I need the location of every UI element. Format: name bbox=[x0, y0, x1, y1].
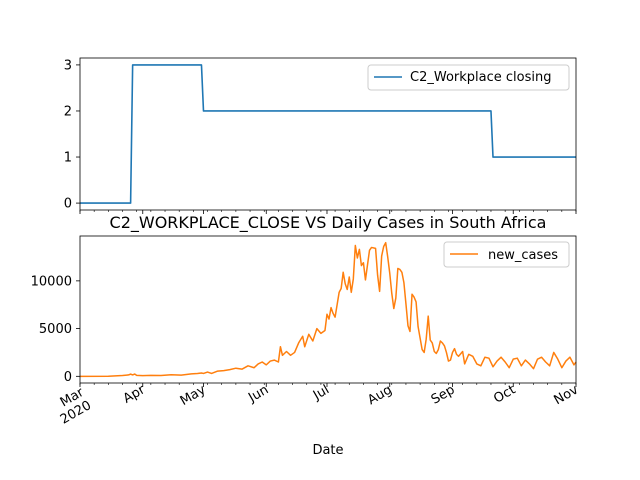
daily-cases-subplot: C2_WORKPLACE_CLOSE VS Daily Cases in Sou… bbox=[31, 213, 582, 458]
workplace-closing-line bbox=[80, 64, 576, 204]
workplace-closing-y-tick-label: 0 bbox=[64, 197, 72, 212]
workplace-closing-y-tick-label: 3 bbox=[64, 58, 72, 73]
daily-cases-y-ticks: 0 5000 10000 bbox=[31, 274, 80, 385]
workplace-closing-legend-box bbox=[367, 64, 570, 91]
workplace-closing-y-tick-label: 2 bbox=[64, 104, 72, 119]
daily-cases-legend-box bbox=[443, 241, 570, 268]
daily-cases-legend-label: new_cases bbox=[488, 248, 558, 263]
daily-cases-chart-title: C2_WORKPLACE_CLOSE VS Daily Cases in Sou… bbox=[110, 213, 547, 233]
workplace-closing-series-layer bbox=[80, 64, 576, 204]
workplace-closing-x-ticks bbox=[79, 210, 577, 214]
daily-cases-y-tick-label: 10000 bbox=[31, 274, 72, 289]
new-cases-series-layer bbox=[79, 241, 577, 378]
daily-cases-x-tick-label: Jul bbox=[310, 382, 332, 403]
x-axis-label: Date bbox=[312, 443, 343, 458]
daily-cases-y-tick-label: 0 bbox=[64, 370, 72, 385]
workplace-closing-subplot: 0 1 2 3 C2_Workplace closing bbox=[64, 57, 577, 214]
workplace-closing-legend-label: C2_Workplace closing bbox=[410, 70, 551, 85]
new-cases-line bbox=[79, 241, 577, 378]
workplace-closing-legend: C2_Workplace closing bbox=[367, 64, 570, 91]
workplace-closing-y-tick-label: 1 bbox=[64, 151, 72, 166]
daily-cases-axes-frame bbox=[79, 235, 577, 384]
daily-cases-y-tick-label: 5000 bbox=[39, 322, 72, 337]
daily-cases-legend: new_cases bbox=[443, 241, 570, 268]
workplace-closing-axes-frame bbox=[79, 57, 577, 211]
workplace-closing-y-ticks: 0 1 2 3 bbox=[64, 58, 80, 212]
